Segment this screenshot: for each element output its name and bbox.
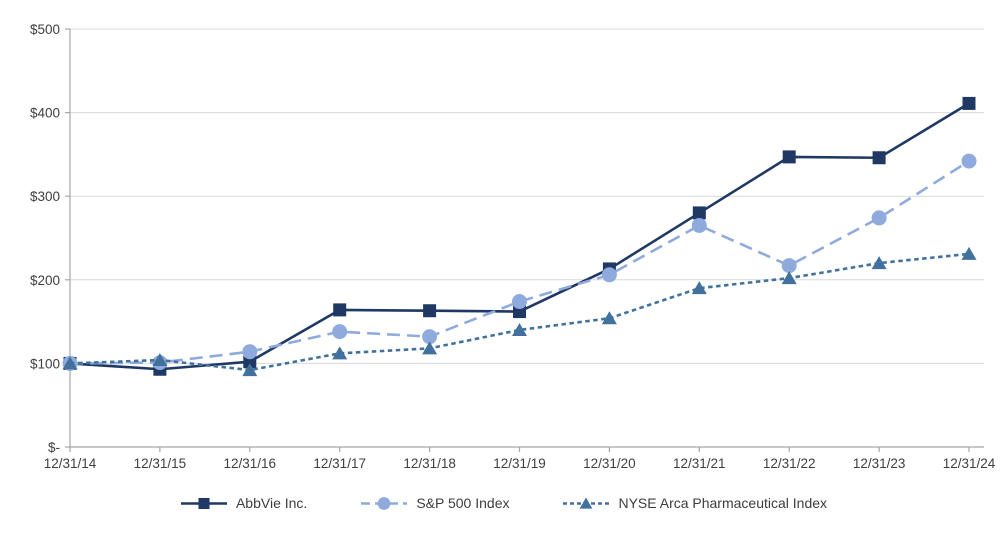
marker-triangle-nyse-arca-pharmaceutical-index <box>512 322 527 336</box>
marker-triangle-nyse-arca-pharmaceutical-index <box>961 246 977 260</box>
legend-marker-triangle-nyse-arca-pharmaceutical-index <box>580 497 593 509</box>
legend-item-nyse-arca-pharmaceutical-index: NYSE Arca Pharmaceutical Index <box>563 495 827 511</box>
legend-swatch-s-p-500-index <box>361 496 408 510</box>
x-tick-label: 12/31/14 <box>44 456 97 471</box>
marker-circle-s-p-500-index <box>242 344 258 360</box>
marker-triangle-nyse-arca-pharmaceutical-index <box>422 341 438 355</box>
legend-item-abbvie-inc: AbbVie Inc. <box>180 495 308 511</box>
marker-triangle-nyse-arca-pharmaceutical-index <box>871 256 887 270</box>
series-line-s-p-500-index <box>69 159 970 365</box>
marker-circle-s-p-500-index <box>332 324 348 340</box>
legend-item-s-p-500-index: S&P 500 Index <box>361 495 509 511</box>
marker-circle-s-p-500-index <box>691 217 707 233</box>
x-tick-label: 12/31/16 <box>224 456 277 471</box>
x-tick-label: 12/31/21 <box>673 456 726 471</box>
marker-triangle-nyse-arca-pharmaceutical-index <box>332 346 348 360</box>
marker-circle-s-p-500-index <box>781 258 797 274</box>
legend-label-nyse-arca-pharmaceutical-index: NYSE Arca Pharmaceutical Index <box>618 495 828 511</box>
marker-triangle-nyse-arca-pharmaceutical-index <box>691 281 707 295</box>
x-tick-label: 12/31/20 <box>583 456 636 471</box>
x-tick-label: 12/31/24 <box>943 456 996 471</box>
legend: AbbVie Inc. S&P 500 Index NYSE Arca Pharma… <box>0 488 1008 518</box>
marker-square-abbvie-inc <box>962 96 976 110</box>
marker-square-abbvie-inc <box>243 355 257 369</box>
marker-circle-s-p-500-index <box>871 210 887 226</box>
marker-square-abbvie-inc <box>423 304 437 318</box>
legend-marker-square-abbvie-inc <box>198 497 210 509</box>
marker-square-abbvie-inc <box>692 206 706 220</box>
x-tick-label: 12/31/17 <box>313 456 366 471</box>
marker-square-abbvie-inc <box>513 305 526 319</box>
marker-triangle-nyse-arca-pharmaceutical-index <box>601 311 617 325</box>
y-tick-label: $100 <box>30 356 60 371</box>
marker-circle-s-p-500-index <box>422 329 438 345</box>
legend-label-s-p-500-index: S&P 500 Index <box>416 495 510 511</box>
marker-circle-s-p-500-index <box>961 153 977 169</box>
marker-square-abbvie-inc <box>782 150 796 164</box>
y-tick-label: $200 <box>30 273 60 288</box>
marker-square-abbvie-inc <box>333 303 347 317</box>
y-tick-label: $- <box>48 440 60 455</box>
marker-triangle-nyse-arca-pharmaceutical-index <box>152 353 168 367</box>
marker-circle-s-p-500-index <box>512 294 527 310</box>
x-tick-label: 12/31/15 <box>134 456 187 471</box>
marker-circle-s-p-500-index <box>601 267 617 283</box>
x-tick-label: 12/31/22 <box>763 456 816 471</box>
legend-label-abbvie-inc: AbbVie Inc. <box>235 495 308 511</box>
y-tick-label: $500 <box>30 22 60 37</box>
marker-triangle-nyse-arca-pharmaceutical-index <box>781 271 797 285</box>
x-tick-label: 12/31/19 <box>493 456 546 471</box>
legend-swatch-abbvie-inc <box>180 497 227 509</box>
marker-square-abbvie-inc <box>872 151 886 165</box>
legend-marker-circle-s-p-500-index <box>377 496 391 510</box>
legend-swatch-nyse-arca-pharmaceutical-index <box>563 497 610 509</box>
y-tick-label: $300 <box>30 189 60 204</box>
marker-triangle-nyse-arca-pharmaceutical-index <box>242 363 258 377</box>
x-tick-label: 12/31/18 <box>403 456 456 471</box>
x-tick-label: 12/31/23 <box>853 456 906 471</box>
marker-triangle-nyse-arca-pharmaceutical-index <box>62 356 78 370</box>
y-tick-label: $400 <box>30 106 60 121</box>
